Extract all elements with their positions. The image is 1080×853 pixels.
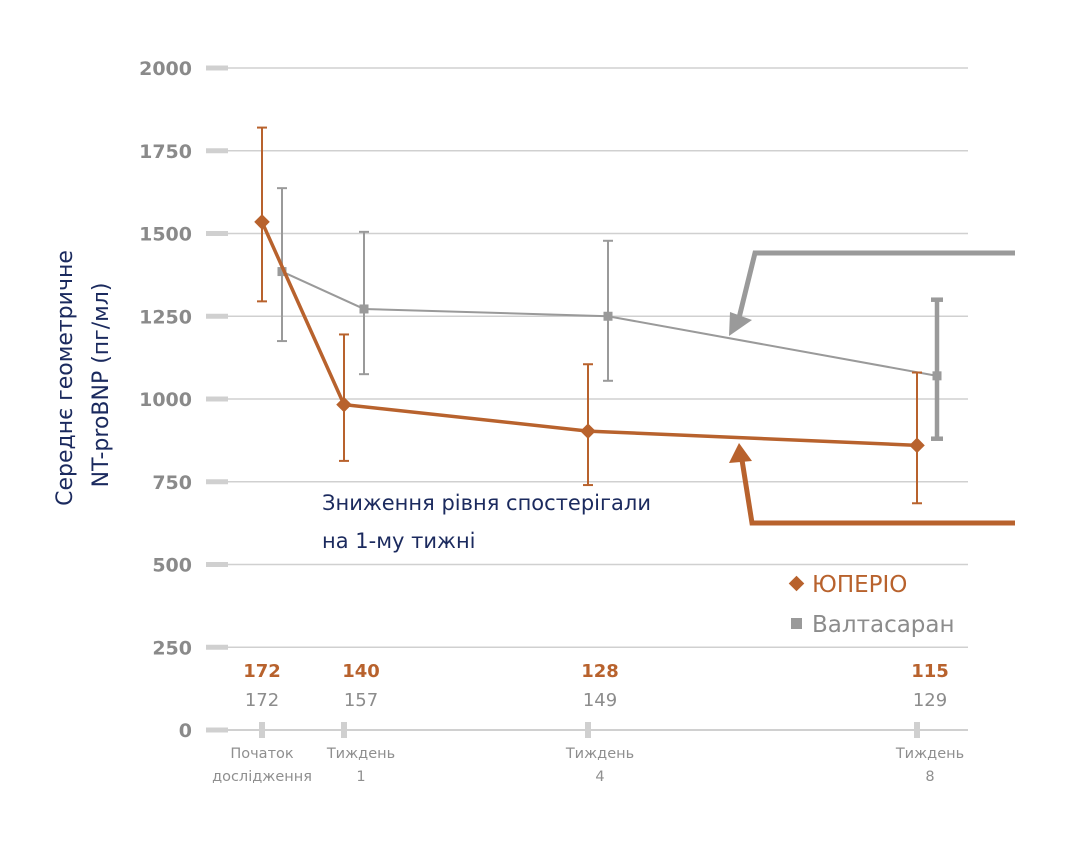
x-tick-label-0-1: дослідження bbox=[212, 769, 312, 785]
patient-counts: 172 140 128 115 172 157 149 129 bbox=[243, 661, 949, 711]
valtasaran-callout-line bbox=[735, 250, 1015, 323]
y-tick-label-750: 750 bbox=[152, 472, 192, 494]
y-tick-label-1250: 1250 bbox=[139, 306, 192, 328]
legend-yuperio-marker bbox=[788, 575, 805, 592]
legend-yuperio-label: ЮПЕРІО bbox=[812, 572, 907, 598]
y-tick-label-1500: 1500 bbox=[139, 224, 192, 246]
annotation-line1: Зниження рівня спостерігали bbox=[322, 491, 651, 515]
yuperio-n-2: 128 bbox=[581, 661, 619, 682]
y-axis-title-line2: NT-proBNP (пг/мл) bbox=[89, 283, 114, 488]
valtasaran-n-3: 129 bbox=[913, 690, 947, 711]
valtasaran-series-line bbox=[281, 270, 938, 377]
yuperio-point-3 bbox=[909, 437, 925, 454]
y-axis-title-line1: Середнє геометричне bbox=[53, 250, 78, 506]
yuperio-n-0: 172 bbox=[243, 661, 281, 682]
y-tick-label-0: 0 bbox=[179, 720, 192, 742]
y-axis: 0 250 500 750 1000 1250 1500 1750 2000 bbox=[139, 58, 228, 742]
yuperio-n-3: 115 bbox=[911, 661, 949, 682]
valtasaran-n-2: 149 bbox=[583, 690, 617, 711]
y-tick-label-500: 500 bbox=[152, 555, 192, 577]
callout-arrows bbox=[729, 250, 1015, 526]
x-tick-label-1-0: Тиждень bbox=[326, 746, 395, 762]
legend-valtasaran-label: Валтасаран bbox=[812, 612, 955, 638]
yuperio-callout-line bbox=[739, 459, 1015, 526]
y-tick-label-1000: 1000 bbox=[139, 389, 192, 411]
x-axis: Початок дослідження Тиждень 1 Тиждень 4 Тижден… bbox=[206, 722, 968, 785]
annotation-line2: на 1-му тижні bbox=[322, 529, 476, 553]
valtasaran-point-3 bbox=[932, 371, 942, 381]
y-tick-label-250: 250 bbox=[152, 637, 192, 659]
valtasaran-point-2 bbox=[603, 311, 613, 321]
valtasaran-n-1: 157 bbox=[344, 690, 378, 711]
yuperio-n-1: 140 bbox=[342, 661, 380, 682]
x-tick-label-0-0: Початок bbox=[230, 746, 294, 762]
legend: ЮПЕРІО Валтасаран bbox=[788, 572, 955, 638]
x-tick-label-2-1: 4 bbox=[595, 769, 604, 785]
x-tick-label-1-1: 1 bbox=[356, 769, 365, 785]
x-tick-label-3-0: Тиждень bbox=[895, 746, 964, 762]
data-series bbox=[254, 126, 943, 505]
legend-valtasaran-marker bbox=[791, 618, 802, 629]
valtasaran-callout-arrowhead bbox=[729, 312, 752, 336]
valtasaran-point-0 bbox=[277, 267, 287, 277]
valtasaran-point-1 bbox=[359, 304, 369, 314]
yuperio-point-2 bbox=[580, 423, 596, 439]
yuperio-point-0 bbox=[254, 214, 270, 230]
y-tick-label-2000: 2000 bbox=[139, 58, 192, 80]
x-tick-label-2-0: Тиждень bbox=[565, 746, 634, 762]
valtasaran-n-0: 172 bbox=[245, 690, 279, 711]
x-tick-label-3-1: 8 bbox=[925, 769, 934, 785]
y-tick-label-1750: 1750 bbox=[139, 141, 192, 163]
yuperio-callout-arrowhead bbox=[729, 443, 752, 463]
grid-lines bbox=[228, 67, 968, 649]
yuperio-series-line bbox=[260, 221, 918, 448]
